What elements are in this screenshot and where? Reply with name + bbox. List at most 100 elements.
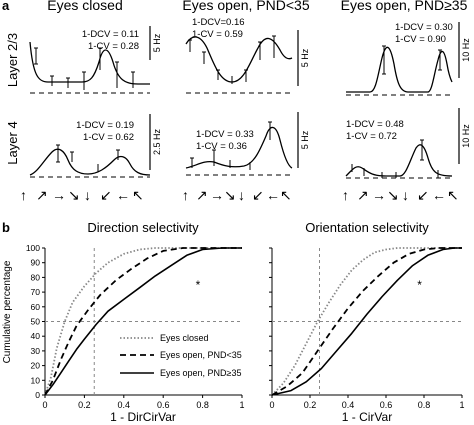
legend-label-0: Eyes closed	[160, 333, 209, 343]
tuning-cell-l4-open-old: 1-DCV = 0.48 1-CV = 0.72 10 Hz	[345, 108, 471, 179]
error-bars	[190, 121, 272, 170]
series-line-2	[44, 247, 242, 396]
dcv-label: 1-DCV = 0.19	[76, 120, 134, 131]
series-line-0	[44, 247, 242, 396]
orientation-selectivity-chart: Orientation selectivity 1 - CirVar 0 0.2 0…	[269, 220, 465, 424]
y-tick-label: 10	[31, 375, 41, 385]
direction-arrow-1: ↗	[36, 187, 48, 203]
direction-arrow-4: ↓	[84, 187, 91, 203]
legend-label-1: Eyes open, PND<35	[160, 350, 242, 360]
scale-label: 2.5 Hz	[152, 128, 162, 155]
direction-arrow-0: ↑	[20, 187, 27, 203]
dcv-label: 1-DCV = 0.33	[196, 129, 254, 140]
direction-arrows-closed: ↑ ↗ → ↘ ↓ ↙ ← ↖	[20, 187, 144, 203]
x-tick-label: 0.6	[380, 400, 393, 410]
direction-arrow-0: ↑	[342, 187, 349, 203]
series-line-2	[271, 247, 462, 396]
tuning-cell-l23-open-old: 1-DCV = 0.30 1-CV = 0.90 10 Hz	[346, 22, 471, 96]
y-tick-label: 0	[35, 390, 40, 400]
panel-label-a: a	[2, 0, 10, 13]
cv-label: 1-CV = 0.62	[83, 132, 134, 143]
y-tick-label: 30	[31, 346, 41, 356]
direction-selectivity-chart: Direction selectivity Cumulative percent…	[2, 220, 245, 424]
scale-label: 5 Hz	[300, 48, 310, 67]
chart-legend: Eyes closed Eyes open, PND<35 Eyes open, P…	[120, 333, 242, 378]
y-tick-label: 60	[31, 302, 41, 312]
error-bars	[34, 47, 135, 90]
direction-arrow-5: ↙	[100, 187, 112, 203]
direction-arrow-1: ↗	[357, 187, 369, 203]
row-label-layer-2-3: Layer 2/3	[5, 33, 20, 87]
direction-arrow-7: ↖	[447, 187, 459, 203]
tuning-curve	[346, 46, 453, 93]
row-label-layer-4: Layer 4	[5, 121, 20, 164]
direction-arrow-3: ↘	[224, 187, 236, 203]
series-line-1	[271, 247, 462, 396]
cv-label: 1-CV = 0.72	[346, 131, 397, 142]
x-tick-label: 0.8	[418, 400, 431, 410]
dcv-label: 1-DCV=0.16	[192, 17, 245, 28]
series-line-1	[44, 247, 242, 396]
x-tick-label: 0.2	[78, 400, 91, 410]
series-line-0	[271, 247, 462, 396]
chart-title: Direction selectivity	[87, 220, 199, 235]
x-tick-label: 1	[459, 400, 464, 410]
y-tick-label: 70	[31, 287, 41, 297]
direction-arrow-7: ↖	[280, 187, 292, 203]
direction-arrow-2: →	[372, 187, 386, 203]
column-title-eyes-open-old: Eyes open, PND≥35	[341, 0, 468, 13]
tuning-curve	[185, 126, 293, 169]
direction-arrow-0: ↑	[182, 187, 189, 203]
dcv-label: 1-DCV = 0.30	[395, 22, 453, 33]
tuning-curve	[345, 144, 453, 177]
y-axis-label: Cumulative percentage	[2, 260, 13, 363]
x-tick-label: 0.4	[118, 400, 131, 410]
direction-arrow-4: ↓	[238, 187, 245, 203]
direction-arrow-7: ↖	[132, 187, 144, 203]
x-tick-label: 0.2	[304, 400, 317, 410]
direction-arrow-5: ↙	[417, 187, 429, 203]
y-tick-label: 40	[31, 331, 41, 341]
x-tick-label: 0.4	[342, 400, 355, 410]
tuning-cell-l4-open-young: 1-DCV = 0.33 1-CV = 0.36 5 Hz	[185, 112, 310, 176]
dcv-label: 1-DCV = 0.11	[82, 29, 139, 40]
tuning-cell-l23-closed: 1-DCV = 0.11 1-CV = 0.28 5 Hz	[29, 26, 162, 94]
scale-label: 10 Hz	[461, 124, 471, 148]
error-bars	[382, 45, 442, 75]
direction-arrow-3: ↘	[68, 187, 80, 203]
significance-annotation: *	[196, 278, 201, 292]
cv-label: 1-CV = 0.90	[395, 34, 446, 45]
y-tick-label: 80	[31, 272, 41, 282]
x-tick-label: 0	[269, 400, 274, 410]
direction-arrow-4: ↓	[402, 187, 409, 203]
x-tick-label: 0.6	[157, 400, 170, 410]
x-tick-label: 0	[42, 400, 47, 410]
y-tick-label: 20	[31, 361, 41, 371]
tuning-cell-l4-closed: 1-DCV = 0.19 1-CV = 0.62 2.5 Hz	[29, 114, 162, 178]
cv-label: 1-CV = 0.59	[192, 29, 243, 40]
scale-label: 5 Hz	[300, 130, 310, 149]
error-bars	[56, 144, 120, 172]
y-tick-label: 100	[26, 243, 40, 253]
scale-label: 5 Hz	[152, 33, 162, 52]
direction-arrow-2: →	[52, 187, 66, 203]
direction-arrow-3: ↘	[387, 187, 399, 203]
column-title-eyes-closed: Eyes closed	[47, 0, 122, 13]
direction-arrows-open-old: ↑ ↗ → ↘ ↓ ↙ ← ↖	[342, 187, 459, 203]
legend-label-2: Eyes open, PND≥35	[160, 368, 241, 378]
direction-arrow-6: ←	[432, 187, 446, 203]
x-axis-label: 1 - DirCirVar	[110, 410, 176, 424]
x-tick-label: 1	[239, 400, 244, 410]
tuning-cell-l23-open-young: 1-DCV=0.16 1-CV = 0.59 5 Hz	[185, 17, 310, 94]
direction-arrow-1: ↗	[196, 187, 208, 203]
panel-label-b: b	[2, 220, 10, 235]
cv-label: 1-CV = 0.28	[88, 41, 139, 52]
significance-annotation: *	[417, 278, 422, 292]
tuning-curve	[29, 148, 151, 176]
tuning-curve	[29, 41, 150, 85]
tuning-curve	[185, 36, 293, 83]
direction-arrow-2: →	[210, 187, 224, 203]
scale-label: 10 Hz	[461, 38, 471, 62]
chart-title: Orientation selectivity	[305, 220, 429, 235]
